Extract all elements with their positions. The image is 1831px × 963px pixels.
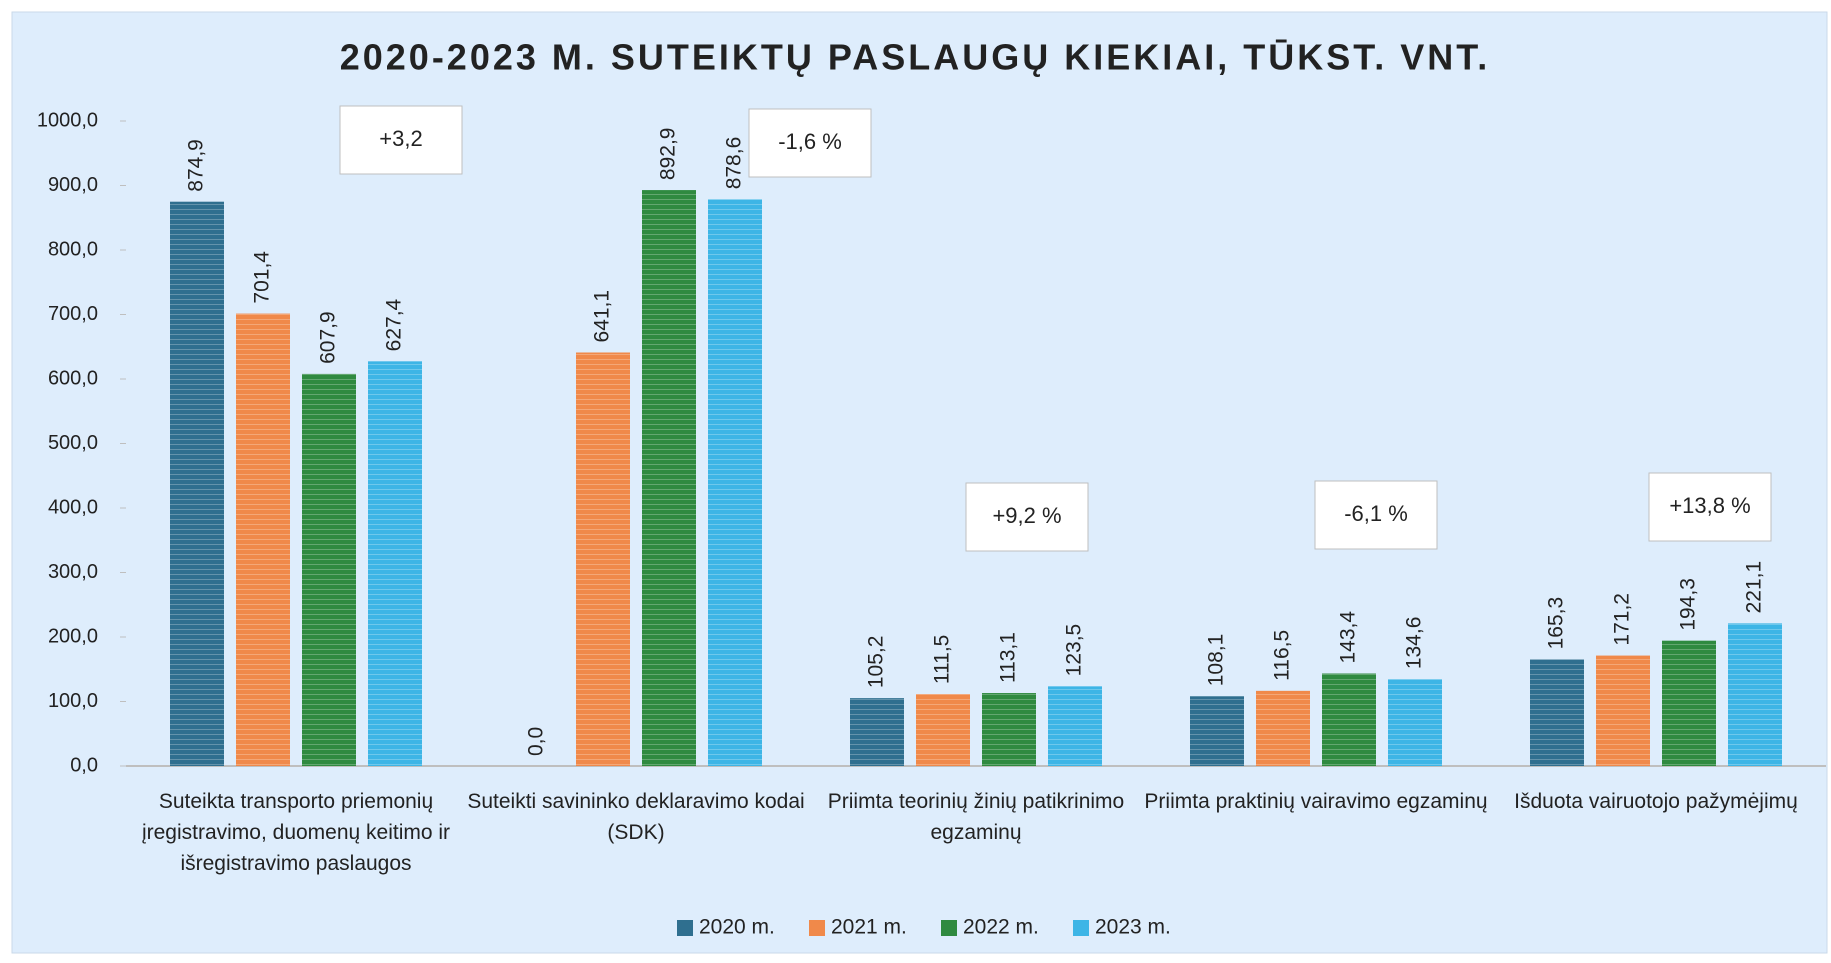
y-tick-label: 600,0	[48, 367, 98, 389]
data-label: 194,3	[1677, 578, 1700, 631]
bar-texture	[1256, 690, 1310, 766]
y-tick-label: 500,0	[48, 432, 98, 454]
bar-texture	[236, 313, 290, 766]
data-label: 123,5	[1063, 624, 1086, 677]
bar-texture	[368, 361, 422, 766]
bar-texture	[982, 693, 1036, 766]
annotation: -1,6 %	[778, 129, 842, 154]
x-tick-label-box: Priimta praktinių vairavimo egzaminų	[1144, 790, 1488, 813]
data-label: 874,9	[185, 139, 208, 192]
y-tick-label: 800,0	[48, 238, 98, 260]
data-label: 701,4	[251, 251, 274, 304]
x-tick-label-box: Suteikta transporto priemonių įregistrav…	[141, 790, 451, 875]
data-label: 111,5	[931, 635, 954, 684]
data-label: 892,9	[657, 128, 680, 181]
x-tick-label: Suteikti savininko deklaravimo kodai (SD…	[467, 790, 805, 844]
bar-texture	[302, 373, 356, 766]
y-tick-label: 300,0	[48, 561, 98, 583]
bar-texture	[576, 352, 630, 766]
data-label: 116,5	[1271, 630, 1294, 681]
y-tick-label: 700,0	[48, 303, 98, 325]
annotation: +3,2	[379, 126, 422, 151]
data-label: 165,3	[1545, 597, 1568, 650]
y-tick-label: 0,0	[70, 754, 98, 776]
annotation: +13,8 %	[1669, 493, 1750, 518]
legend-label: 2020 m.	[699, 916, 775, 939]
annotation-box	[339, 105, 463, 175]
data-label: 627,4	[383, 298, 406, 351]
bar-texture	[170, 201, 224, 766]
chart-title: 2020-2023 M. SUTEIKTŲ PASLAUGŲ KIEKIAI, …	[340, 37, 1491, 78]
legend-label: 2023 m.	[1095, 916, 1171, 939]
bar-texture	[1190, 696, 1244, 766]
annotation-box	[1648, 472, 1772, 542]
annotation-box	[748, 108, 872, 178]
bar-texture	[1388, 679, 1442, 766]
data-label: 0,0	[525, 727, 548, 756]
legend-swatch	[809, 920, 825, 936]
x-tick-label: Priimta praktinių vairavimo egzaminų	[1144, 790, 1488, 813]
data-label: 221,1	[1743, 561, 1766, 614]
y-tick-label: 900,0	[48, 174, 98, 196]
bar-texture	[1596, 655, 1650, 766]
bar-texture	[850, 698, 904, 766]
bar-texture	[642, 190, 696, 767]
bar-texture	[1728, 623, 1782, 766]
data-label: 113,1	[997, 632, 1020, 683]
x-tick-label: Priimta teorinių žinių patikrinimo egzam…	[827, 790, 1125, 844]
legend-swatch	[941, 920, 957, 936]
data-label: 878,6	[723, 137, 746, 190]
annotation: +9,2 %	[992, 503, 1061, 528]
legend-label: 2022 m.	[963, 916, 1039, 939]
data-label: 607,9	[317, 311, 340, 364]
annotation: -6,1 %	[1344, 501, 1408, 526]
legend-swatch	[1073, 920, 1089, 936]
x-tick-label-box: Suteikti savininko deklaravimo kodai (SD…	[467, 790, 805, 844]
y-tick-label: 400,0	[48, 496, 98, 518]
data-label: 641,1	[591, 290, 614, 343]
annotation-box	[1314, 480, 1438, 550]
bar-texture	[708, 199, 762, 767]
x-tick-label-box: Priimta teorinių žinių patikrinimo egzam…	[827, 790, 1125, 844]
x-tick-label: Suteikta transporto priemonių įregistrav…	[141, 790, 451, 875]
data-label: 143,4	[1337, 611, 1360, 664]
y-tick-label: 100,0	[48, 690, 98, 712]
y-tick-label: 1000,0	[37, 109, 98, 131]
legend-swatch	[677, 920, 693, 936]
bar-texture	[1662, 640, 1716, 766]
bar-texture	[1322, 673, 1376, 766]
data-label: 171,2	[1611, 593, 1634, 646]
annotation-box	[965, 482, 1089, 552]
data-label: 105,2	[865, 636, 888, 689]
data-label: 108,1	[1205, 634, 1228, 687]
bar-texture	[916, 694, 970, 766]
bar-texture	[1048, 686, 1102, 766]
data-label: 134,6	[1403, 617, 1426, 670]
x-tick-label: Išduota vairuotojo pažymėjimų	[1514, 790, 1798, 813]
x-tick-label-box: Išduota vairuotojo pažymėjimų	[1514, 790, 1798, 813]
y-tick-label: 200,0	[48, 625, 98, 647]
legend-label: 2021 m.	[831, 916, 907, 939]
bar-texture	[1530, 659, 1584, 766]
